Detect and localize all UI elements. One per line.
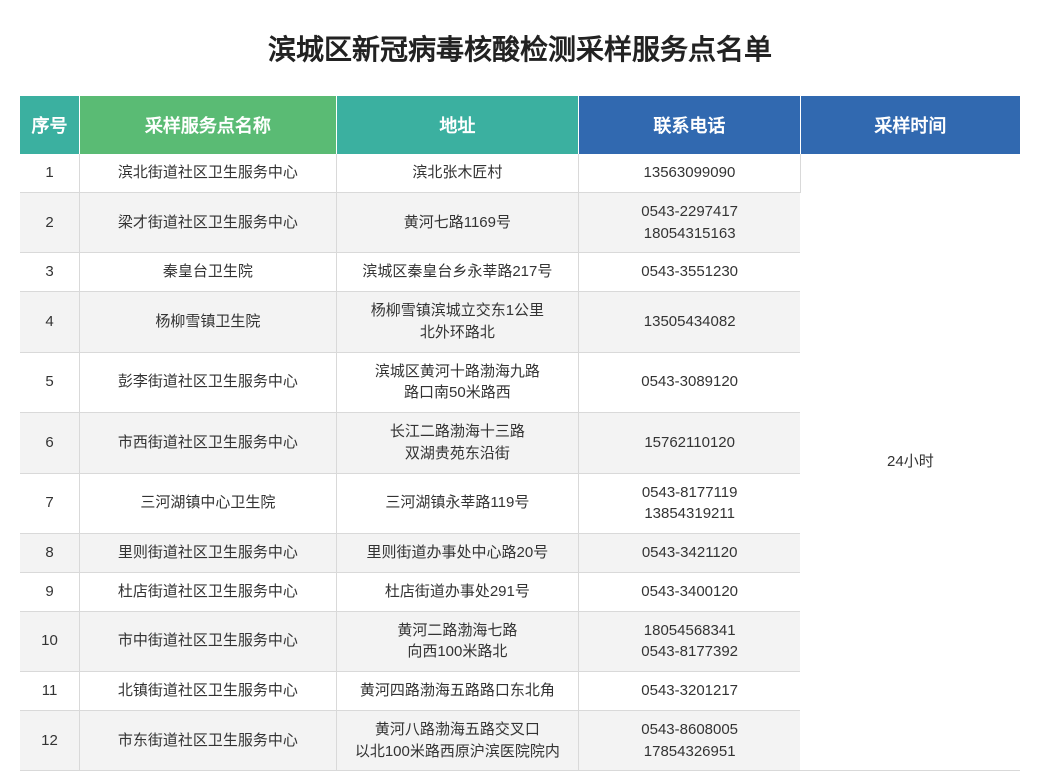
cell-phone: 0543-229741718054315163 [579,192,801,253]
th-phone: 联系电话 [579,96,801,154]
cell-addr: 三河湖镇永莘路119号 [336,473,578,534]
cell-idx: 2 [20,192,80,253]
cell-phone: 0543-860800517854326951 [579,710,801,771]
cell-addr: 黄河七路1169号 [336,192,578,253]
table-row: 1滨北街道社区卫生服务中心滨北张木匠村1356309909024小时 [20,154,1020,192]
cell-phone: 0543-817711913854319211 [579,473,801,534]
cell-addr: 里则街道办事处中心路20号 [336,534,578,573]
cell-addr: 长江二路渤海十三路双湖贵苑东沿街 [336,413,578,474]
cell-idx: 6 [20,413,80,474]
cell-name: 三河湖镇中心卫生院 [80,473,337,534]
cell-addr: 黄河二路渤海七路向西100米路北 [336,611,578,672]
cell-addr: 黄河八路渤海五路交叉口以北100米路西原沪滨医院院内 [336,710,578,771]
cell-name: 彭李街道社区卫生服务中心 [80,352,337,413]
cell-addr: 滨城区秦皇台乡永莘路217号 [336,253,578,292]
cell-idx: 11 [20,672,80,711]
cell-phone: 15762110120 [579,413,801,474]
table-body: 1滨北街道社区卫生服务中心滨北张木匠村1356309909024小时 2梁才街道社… [20,154,1020,771]
cell-idx: 8 [20,534,80,573]
th-idx: 序号 [20,96,80,154]
cell-addr: 滨北张木匠村 [336,154,578,192]
cell-name: 里则街道社区卫生服务中心 [80,534,337,573]
cell-addr: 杜店街道办事处291号 [336,572,578,611]
cell-idx: 4 [20,292,80,353]
cell-idx: 1 [20,154,80,192]
cell-name: 杨柳雪镇卫生院 [80,292,337,353]
cell-name: 滨北街道社区卫生服务中心 [80,154,337,192]
cell-phone: 0543-3551230 [579,253,801,292]
cell-addr: 杨柳雪镇滨城立交东1公里北外环路北 [336,292,578,353]
cell-idx: 5 [20,352,80,413]
cell-name: 杜店街道社区卫生服务中心 [80,572,337,611]
cell-idx: 10 [20,611,80,672]
cell-idx: 3 [20,253,80,292]
cell-phone: 0543-3089120 [579,352,801,413]
cell-idx: 9 [20,572,80,611]
service-points-table: 序号 采样服务点名称 地址 联系电话 采样时间 1滨北街道社区卫生服务中心滨北张… [20,96,1020,771]
cell-name: 市东街道社区卫生服务中心 [80,710,337,771]
cell-time-merged: 24小时 [800,154,1020,771]
cell-name: 北镇街道社区卫生服务中心 [80,672,337,711]
page-container: 滨城区新冠病毒核酸检测采样服务点名单 序号 采样服务点名称 地址 联系电话 采样… [0,0,1040,771]
cell-addr: 滨城区黄河十路渤海九路路口南50米路西 [336,352,578,413]
cell-phone: 0543-3201217 [579,672,801,711]
cell-phone: 0543-3421120 [579,534,801,573]
cell-name: 秦皇台卫生院 [80,253,337,292]
cell-idx: 12 [20,710,80,771]
cell-addr: 黄河四路渤海五路路口东北角 [336,672,578,711]
cell-idx: 7 [20,473,80,534]
table-header-row: 序号 采样服务点名称 地址 联系电话 采样时间 [20,96,1020,154]
cell-phone: 13563099090 [579,154,801,192]
th-addr: 地址 [336,96,578,154]
cell-name: 梁才街道社区卫生服务中心 [80,192,337,253]
th-name: 采样服务点名称 [80,96,337,154]
cell-name: 市西街道社区卫生服务中心 [80,413,337,474]
cell-phone: 13505434082 [579,292,801,353]
cell-phone: 180545683410543-8177392 [579,611,801,672]
th-time: 采样时间 [800,96,1020,154]
cell-name: 市中街道社区卫生服务中心 [80,611,337,672]
page-title: 滨城区新冠病毒核酸检测采样服务点名单 [20,28,1020,68]
cell-phone: 0543-3400120 [579,572,801,611]
